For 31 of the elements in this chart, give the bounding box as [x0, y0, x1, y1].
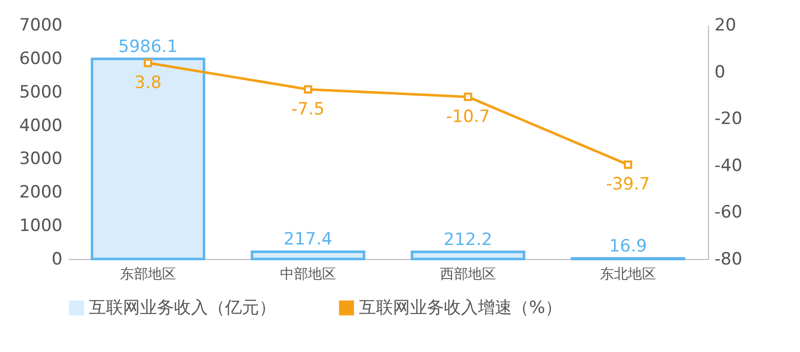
x-tick-label: 东部地区 [120, 266, 176, 282]
data-label: -7.5 [291, 99, 325, 120]
y2-tick-label: 0 [714, 62, 726, 82]
y2-tick-label: -80 [714, 250, 742, 270]
y-tick-label: 6000 [19, 48, 62, 69]
data-label: 3.8 [134, 72, 162, 93]
x-tick-label: 东北地区 [600, 266, 656, 282]
y-tick-label: 1000 [19, 216, 62, 236]
y-tick-label: 3000 [19, 149, 62, 170]
data-label: -39.7 [606, 174, 650, 195]
data-label: 16.9 [609, 236, 647, 256]
y2-tick-label: 20 [714, 16, 736, 36]
y-tick-label: 4000 [19, 116, 62, 136]
data-label: 217.4 [284, 230, 332, 250]
y2-tick-label: -40 [714, 156, 742, 176]
y-tick-label: 2000 [19, 182, 62, 203]
legend-label: 互联网业务收入增速（%） [359, 298, 562, 318]
bar [90, 58, 206, 260]
legend-label: 互联网业务收入（亿元） [89, 298, 276, 318]
y-tick-label: 7000 [19, 16, 62, 36]
data-label: 5986.1 [118, 36, 178, 57]
x-tick-label: 西部地区 [440, 266, 496, 282]
bar [410, 250, 526, 260]
data-label: -10.7 [446, 106, 490, 127]
x-tick-label: 中部地区 [280, 266, 336, 282]
y2-tick-label: -20 [714, 109, 742, 130]
data-label: 212.2 [444, 230, 492, 250]
y-tick-label: 0 [52, 250, 62, 270]
bar [250, 250, 366, 260]
y2-tick-label: -60 [714, 202, 742, 223]
y-tick-label: 5000 [19, 82, 62, 102]
